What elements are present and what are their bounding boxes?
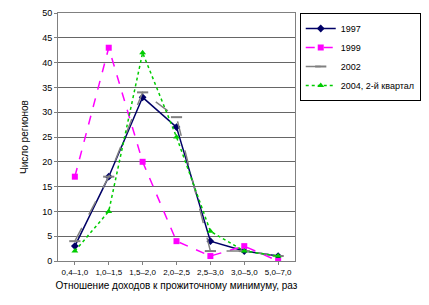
svg-text:20: 20 (42, 157, 52, 167)
svg-text:45: 45 (42, 33, 52, 43)
svg-text:15: 15 (42, 182, 52, 192)
svg-text:3,0–5,0: 3,0–5,0 (231, 268, 258, 277)
svg-text:2,0–2,5: 2,0–2,5 (163, 268, 190, 277)
svg-text:2002: 2002 (341, 62, 361, 72)
svg-text:1997: 1997 (341, 24, 361, 34)
svg-text:0: 0 (47, 256, 52, 266)
svg-text:35: 35 (42, 83, 52, 93)
svg-text:Число регионов: Число регионов (19, 100, 30, 174)
svg-text:1999: 1999 (341, 43, 361, 53)
svg-text:0,4–1,0: 0,4–1,0 (61, 268, 88, 277)
svg-text:10: 10 (42, 207, 52, 217)
svg-text:5: 5 (47, 231, 52, 241)
svg-text:5,0–7,0: 5,0–7,0 (265, 268, 292, 277)
svg-text:Отношение доходов к прожиточно: Отношение доходов к прожиточному минимум… (56, 280, 298, 291)
svg-text:1,5–2,0: 1,5–2,0 (129, 268, 156, 277)
svg-text:2,5–3,0: 2,5–3,0 (197, 268, 224, 277)
svg-text:30: 30 (42, 107, 52, 117)
svg-text:2004, 2-й квартал: 2004, 2-й квартал (341, 81, 414, 91)
svg-text:40: 40 (42, 58, 52, 68)
svg-text:1,0–1,5: 1,0–1,5 (95, 268, 122, 277)
svg-text:25: 25 (42, 132, 52, 142)
svg-text:50: 50 (42, 8, 52, 18)
